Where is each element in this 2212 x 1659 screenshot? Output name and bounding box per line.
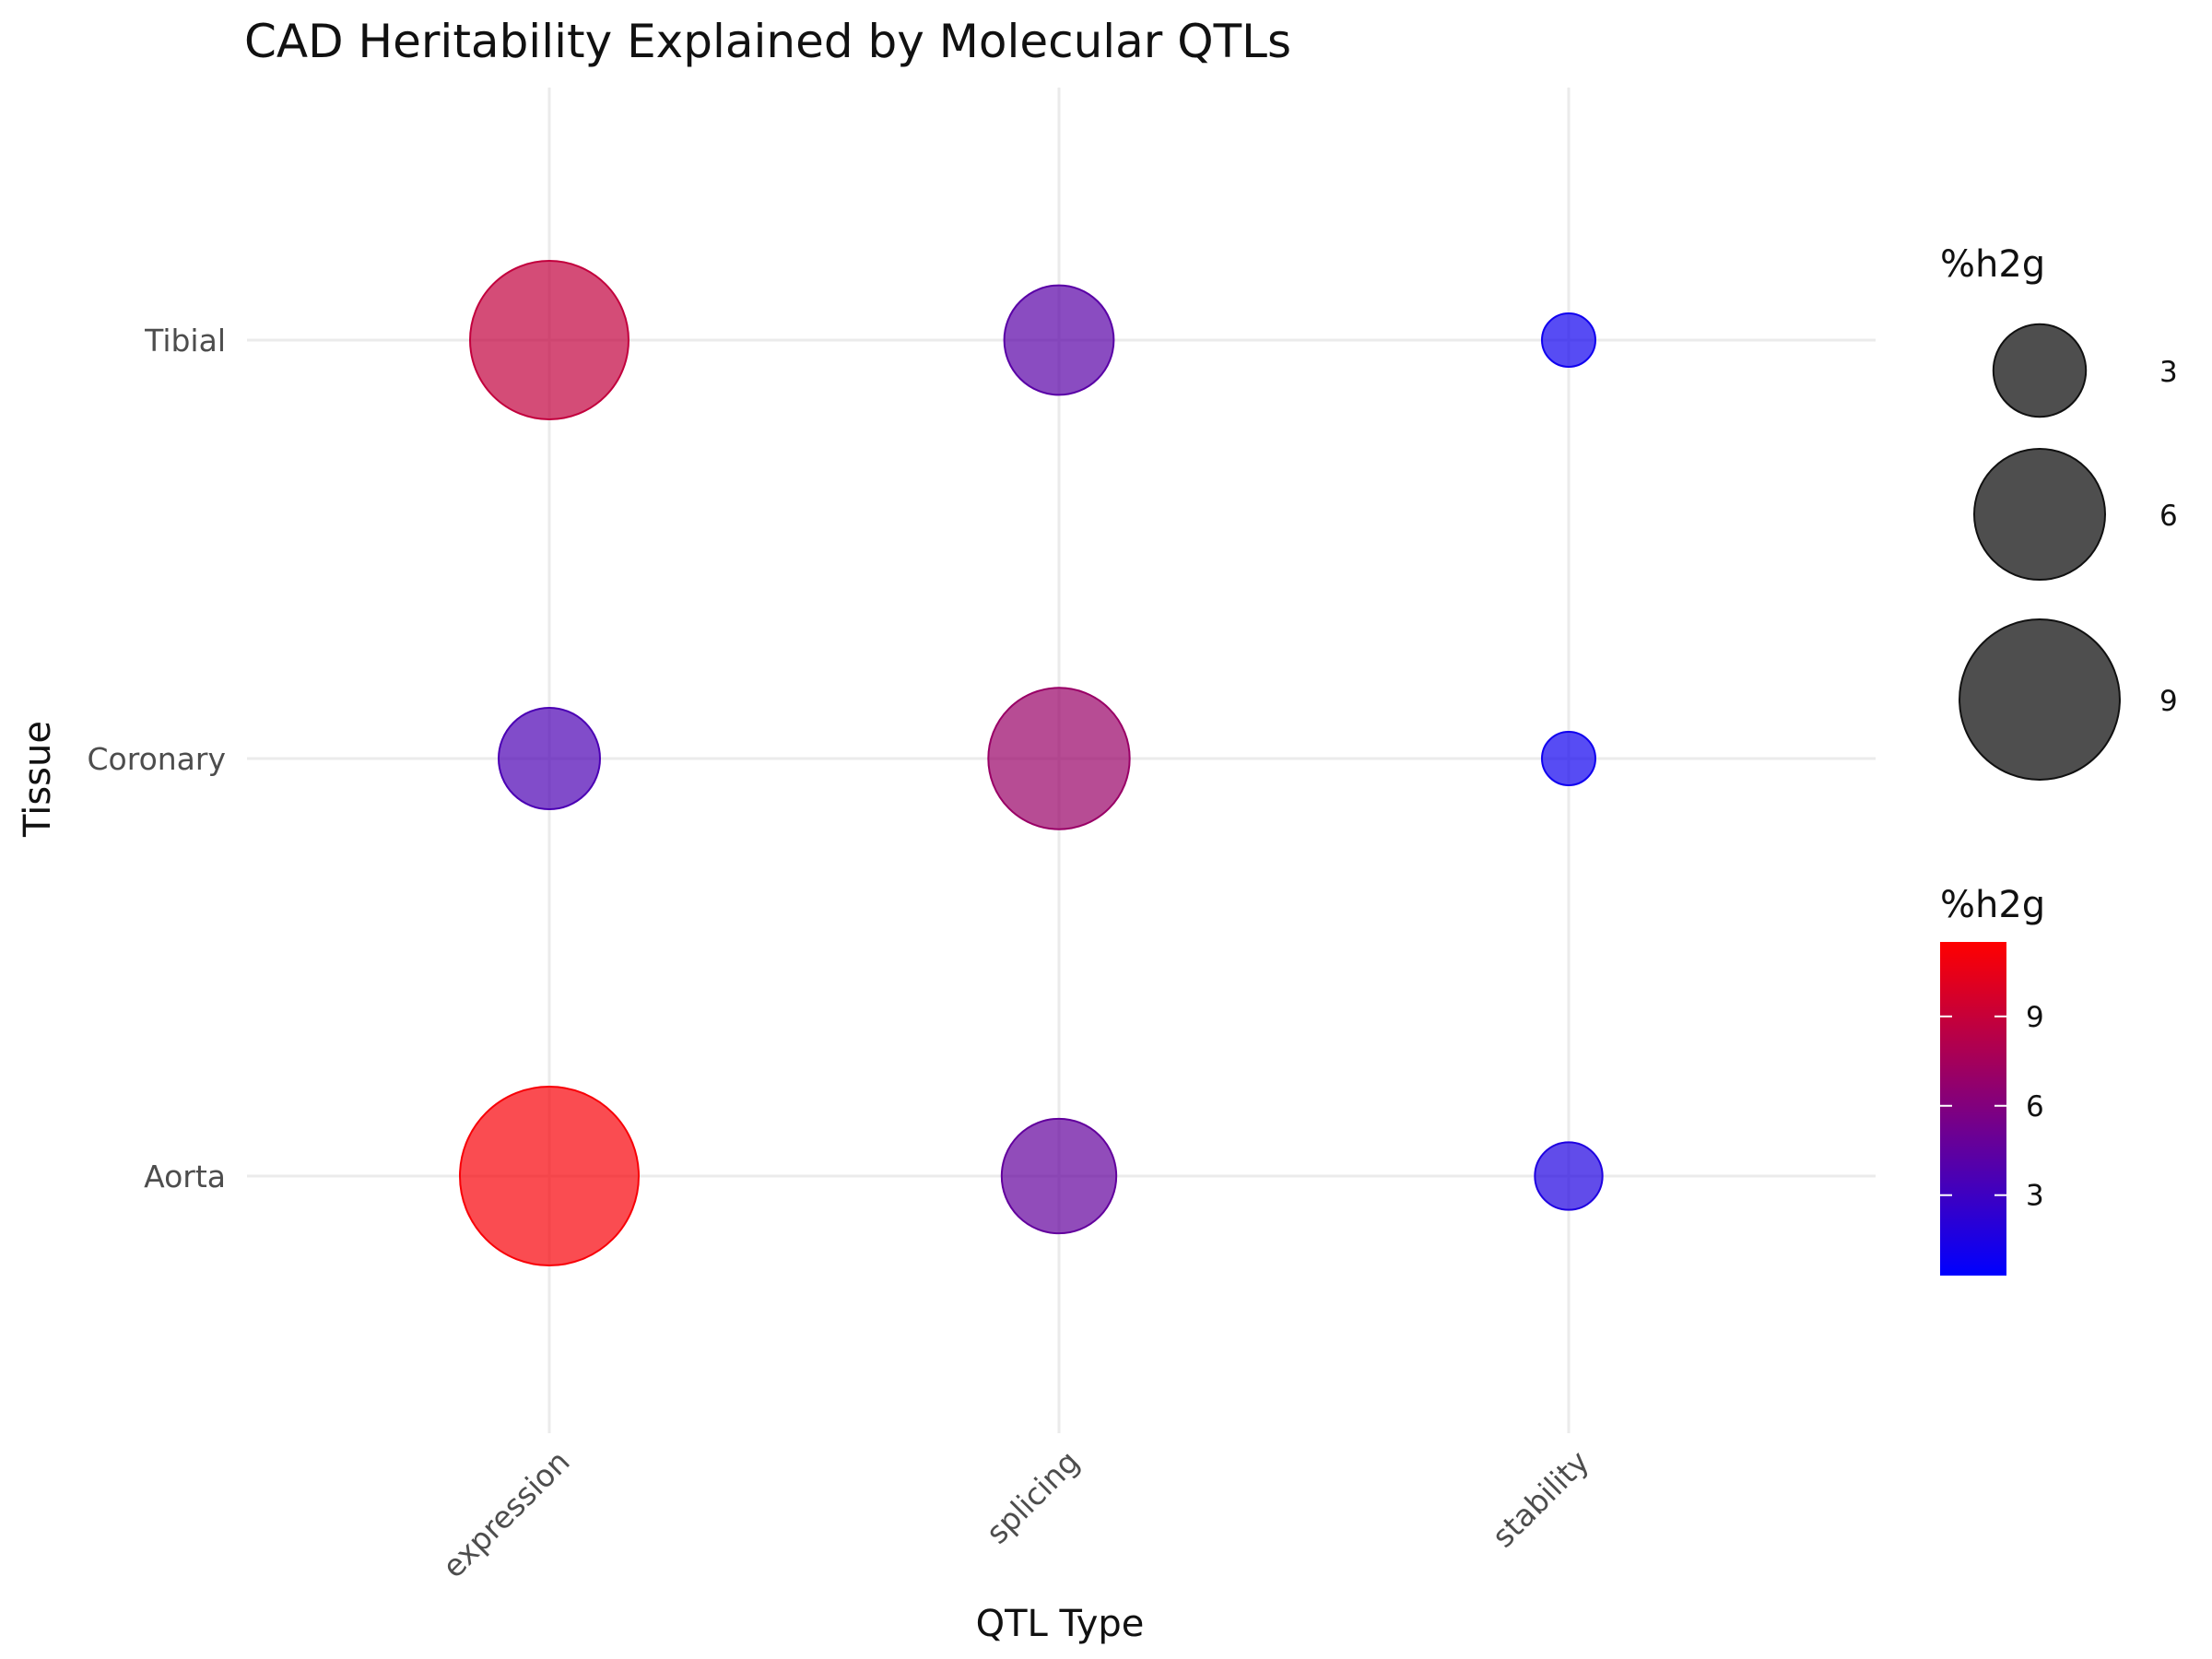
data-point [469, 260, 629, 420]
colorbar-label: 3 [2026, 1180, 2044, 1213]
axis-ticks: Aorta Coronary Tibial expression splicing sta… [88, 323, 1596, 1585]
size-legend-label: 9 [2159, 685, 2178, 718]
x-tick-label: splicing [979, 1443, 1086, 1550]
size-legend-key [1973, 448, 2106, 581]
data-point [1541, 312, 1596, 368]
chart-title: CAD Heritability Explained by Molecular … [244, 15, 1291, 68]
x-tick-label: expression [435, 1443, 576, 1584]
size-legend-key [1992, 323, 2088, 418]
size-legend-label: 3 [2159, 356, 2178, 389]
data-point [1003, 284, 1115, 396]
size-legend-label: 6 [2159, 500, 2178, 533]
y-tick-label: Aorta [144, 1159, 226, 1194]
y-tick-label: Coronary [88, 741, 227, 777]
data-point [458, 1085, 641, 1267]
colorbar-label: 9 [2026, 1001, 2044, 1034]
data-point [1534, 1141, 1604, 1211]
data-point [1541, 731, 1596, 786]
x-tick-label: stability [1485, 1443, 1595, 1554]
size-legend-key [1959, 618, 2121, 781]
color-legend: %h2g 3 6 9 [1940, 884, 2045, 1276]
colorbar [1940, 942, 2006, 1276]
data-point [987, 687, 1131, 830]
data-points [458, 260, 1604, 1267]
data-point [1000, 1117, 1118, 1235]
x-axis-title: QTL Type [976, 1603, 1145, 1645]
colorbar-label: 6 [2026, 1090, 2044, 1124]
y-axis-title: Tissue [17, 721, 59, 838]
color-legend-title: %h2g [1940, 884, 2045, 926]
y-tick-label: Tibial [144, 323, 226, 359]
size-legend: %h2g 3 6 9 [1940, 243, 2178, 781]
data-point [498, 707, 601, 810]
size-legend-title: %h2g [1940, 243, 2045, 286]
